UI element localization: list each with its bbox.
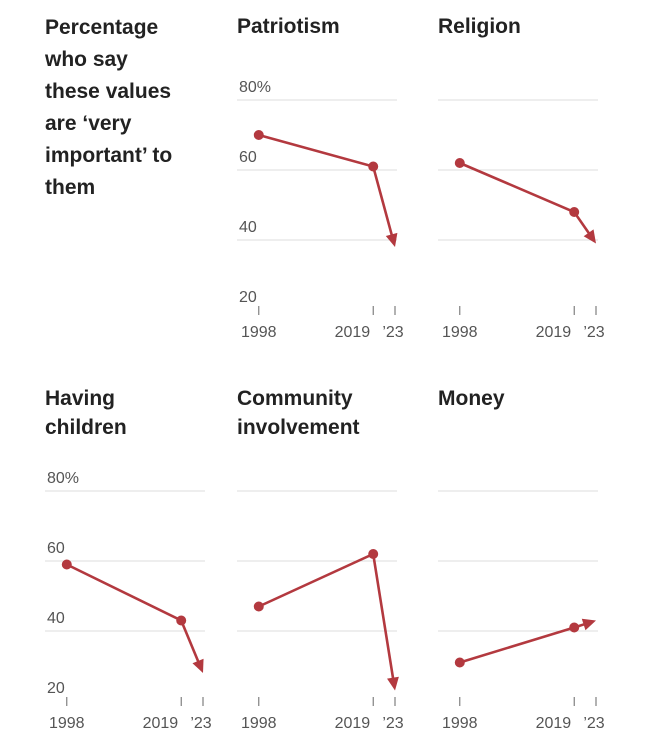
y-tick-label: 60 — [239, 149, 257, 166]
x-tick-label: 1998 — [49, 715, 85, 732]
arrow-head — [581, 618, 596, 631]
x-tick-label: 1998 — [442, 324, 478, 341]
point — [176, 615, 187, 626]
x-tick-label: 2019 — [536, 324, 572, 341]
x-tick-label: 1998 — [442, 715, 478, 732]
panel-title: Community involvement — [237, 387, 360, 439]
y-tick-label: 20 — [47, 680, 65, 697]
point — [569, 622, 580, 633]
point — [253, 601, 264, 612]
point — [454, 657, 465, 668]
arrow-head — [583, 229, 596, 244]
line — [258, 133, 394, 238]
x-tick-label: ’23 — [583, 324, 604, 341]
y-tick-label: 60 — [47, 540, 65, 557]
x-tick-label: 1998 — [241, 715, 277, 732]
panel-title: Religion — [438, 15, 521, 38]
y-tick-label: 40 — [47, 610, 65, 627]
x-tick-label: 2019 — [335, 324, 371, 341]
x-tick-label: 1998 — [241, 324, 277, 341]
x-tick-label: ’23 — [190, 715, 211, 732]
arrow-head — [385, 232, 398, 247]
line — [459, 622, 587, 664]
point — [368, 161, 379, 172]
panel-title: Money — [438, 387, 505, 410]
panel-title: Having children — [45, 387, 127, 439]
y-tick-label: 80% — [239, 79, 271, 96]
line — [459, 161, 592, 237]
panel-title: Patriotism — [237, 15, 340, 38]
arrow-head — [387, 676, 399, 691]
point — [454, 158, 465, 168]
x-tick-label: 2019 — [143, 715, 179, 732]
point — [569, 207, 580, 217]
line — [66, 563, 201, 665]
arrow-head — [192, 658, 204, 673]
point — [253, 130, 264, 140]
x-tick-label: 2019 — [536, 715, 572, 732]
y-tick-label: 20 — [239, 289, 257, 306]
x-tick-label: ’23 — [583, 715, 604, 732]
main-title: Percentage who say these values are ‘ver… — [45, 16, 173, 199]
x-tick-label: ’23 — [382, 324, 403, 341]
point — [61, 559, 72, 570]
line — [258, 552, 395, 681]
x-tick-label: ’23 — [382, 715, 403, 732]
point — [368, 549, 379, 559]
y-tick-label: 80% — [47, 470, 79, 487]
x-tick-label: 2019 — [335, 715, 371, 732]
y-tick-label: 40 — [239, 219, 257, 236]
